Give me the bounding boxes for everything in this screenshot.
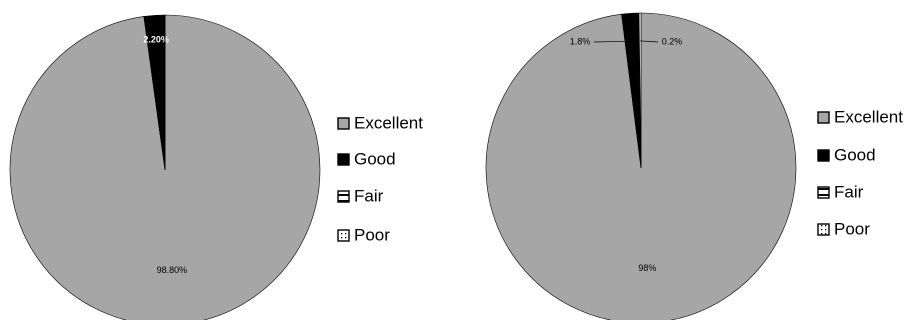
legend-swatch	[337, 190, 350, 203]
legend-swatch	[817, 111, 830, 124]
legend-label: Good	[354, 149, 396, 168]
pie-slice	[638, 12, 642, 169]
legend-swatch	[337, 117, 350, 130]
legend-label: Fair	[354, 186, 384, 205]
legend-swatch	[337, 229, 350, 242]
legend-swatch	[337, 153, 350, 166]
legend-label: Excellent	[354, 113, 423, 132]
data-label: 2.20%	[143, 34, 169, 44]
leader-line	[640, 40, 659, 43]
legend-label: Good	[834, 145, 876, 164]
pie-slice	[485, 12, 797, 320]
legend-swatch	[817, 186, 830, 199]
legend-label: Poor	[354, 225, 390, 244]
data-label: 98%	[638, 263, 656, 273]
data-label: 0.2%	[662, 36, 683, 46]
legend-swatch	[817, 223, 830, 236]
data-label: 98.80%	[157, 265, 188, 275]
pie-slice	[9, 14, 321, 320]
legend-swatch	[817, 149, 830, 162]
data-label: 1.8%	[570, 36, 591, 46]
legend-label: Excellent	[834, 107, 903, 126]
legend-label: Fair	[834, 182, 864, 201]
leader-line	[593, 40, 633, 43]
legend-label: Poor	[834, 219, 870, 238]
